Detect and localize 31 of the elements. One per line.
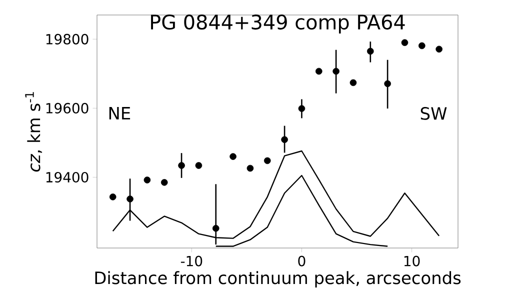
point <box>332 68 340 75</box>
point <box>230 153 236 160</box>
x-tick-label: -10 <box>180 256 202 266</box>
point <box>195 162 202 169</box>
point <box>401 39 408 46</box>
point <box>246 164 254 172</box>
annotation: SW <box>420 107 447 120</box>
point <box>281 136 288 144</box>
annotation: NE <box>109 107 130 120</box>
point <box>298 105 306 112</box>
chart-title: PG 0844+349 comp PA64 <box>151 14 405 34</box>
point <box>418 42 426 50</box>
point <box>350 79 357 86</box>
y-tick-label: 19800 <box>46 34 88 44</box>
point <box>109 194 116 200</box>
x-tick-label: 10 <box>404 256 420 266</box>
y-tick-label: 19600 <box>46 102 88 114</box>
point <box>144 176 151 184</box>
point <box>436 46 442 53</box>
point <box>264 157 271 164</box>
point <box>178 162 185 169</box>
point <box>367 48 374 55</box>
point <box>160 179 168 186</box>
y-axis-title: cz, km s$^{-1}$ <box>25 92 42 172</box>
point <box>384 80 391 88</box>
point <box>315 68 322 75</box>
point <box>126 196 134 202</box>
y-tick-label: 19400 <box>46 172 88 183</box>
x-tick-label: 0 <box>298 256 306 266</box>
x-axis-title: Distance from continuum peak, arcseconds <box>95 271 461 288</box>
point <box>212 224 220 232</box>
